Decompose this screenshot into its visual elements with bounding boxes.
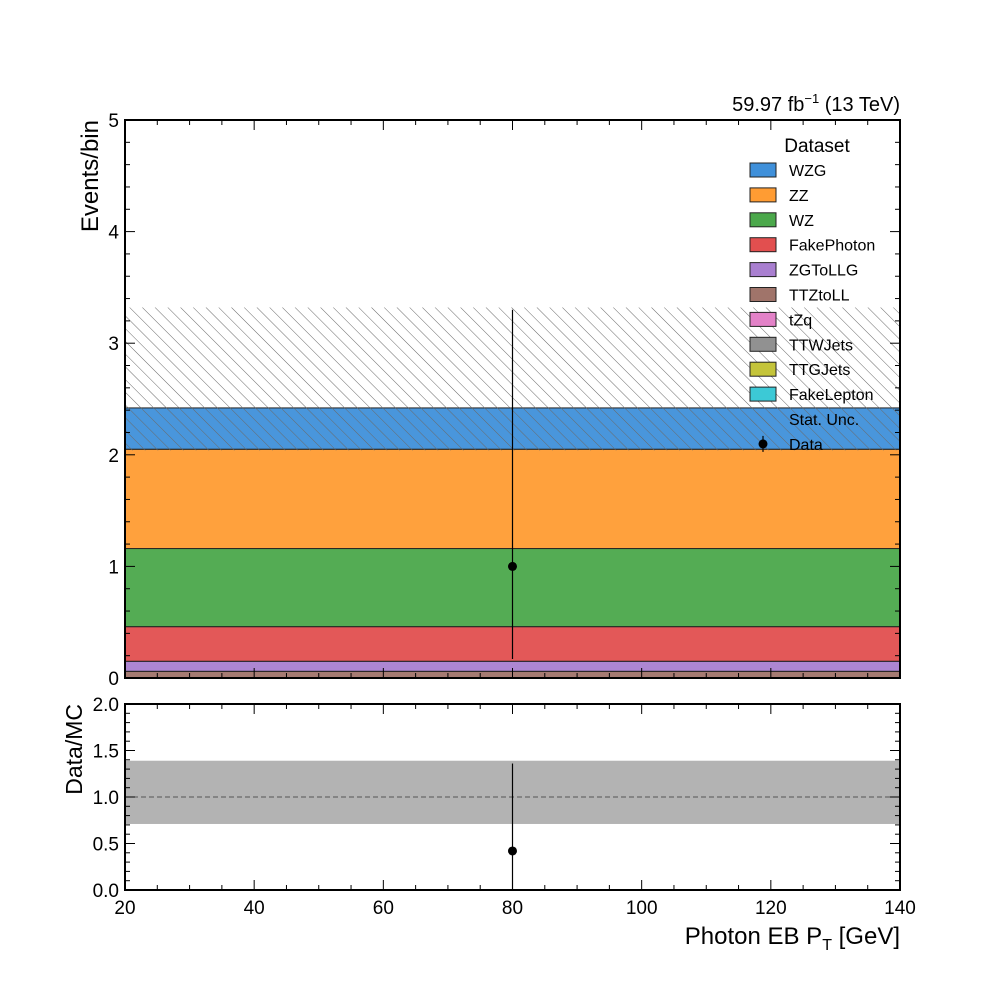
legend-label: TTWJets <box>789 337 853 354</box>
y-tick-label: 3 <box>108 334 119 355</box>
legend-swatch-zgtollg <box>749 262 777 278</box>
legend-label: WZG <box>789 163 826 180</box>
legend-swatch-ttztoll <box>749 287 777 302</box>
main-frame <box>124 119 901 679</box>
ratio-y-tick-label: 1.0 <box>93 788 119 809</box>
x-tick-label: 20 <box>114 898 135 919</box>
ratio-frame <box>124 703 901 891</box>
ratio-panel: 0.0 0.5 1.0 1.5 2.0 20 40 60 80 100 120 140 Data/M… <box>61 695 916 954</box>
legend-label: WZ <box>789 213 814 230</box>
legend-label: FakePhoton <box>789 238 875 255</box>
ratio-y-axis-label: Data/MC <box>61 704 87 795</box>
legend-label: ZGToLLG <box>789 263 858 280</box>
ratio-y-tick-label: 0.0 <box>93 881 119 902</box>
x-tick-labels: 20 40 60 80 100 120 140 <box>114 898 915 919</box>
legend-label: TTZtoLL <box>789 288 850 305</box>
x-tick-label: 80 <box>502 898 523 919</box>
legend-data-marker <box>758 439 768 449</box>
legend-label: Stat. Unc. <box>789 412 859 429</box>
ratio-data-layer <box>508 763 517 890</box>
y-tick-label: 4 <box>108 223 119 244</box>
legend-label: Data <box>789 437 823 454</box>
legend: Dataset WZG ZZ WZ FakePhoton ZGToLLG TTZtoLL t… <box>749 136 875 454</box>
y-tick-label: 2 <box>108 446 119 467</box>
ratio-ytick-labels: 0.0 0.5 1.0 1.5 2.0 <box>93 695 119 902</box>
main-ytick-labels: 0 1 2 3 4 5 <box>108 111 119 690</box>
data-layer <box>508 309 517 660</box>
x-tick-label: 100 <box>626 898 658 919</box>
legend-label: tZq <box>789 312 812 329</box>
x-axis-label: Photon EB PT [GeV] <box>685 923 900 954</box>
ratio-point <box>508 846 517 856</box>
ratio-y-tick-label: 0.5 <box>93 835 119 856</box>
legend-label: FakeLepton <box>789 387 874 404</box>
legend-title: Dataset <box>784 136 850 157</box>
ratio-y-tick-label: 2.0 <box>93 695 119 716</box>
y-axis-label: Events/bin <box>77 120 104 232</box>
legend-swatch-wzg <box>749 162 777 178</box>
x-tick-label: 40 <box>244 898 265 919</box>
x-tick-label: 60 <box>373 898 394 919</box>
legend-swatch-tzq <box>749 311 777 327</box>
legend-swatch-wz <box>749 212 777 228</box>
legend-swatch-stat-unc <box>750 412 776 426</box>
y-tick-label: 5 <box>108 111 119 132</box>
x-tick-label: 120 <box>755 898 787 919</box>
legend-swatch-zz <box>749 187 777 203</box>
lumi-label: 59.97 fb−1 (13 TeV) <box>732 91 900 116</box>
legend-swatch-ttgjets <box>749 361 777 377</box>
legend-label: ZZ <box>789 188 809 205</box>
legend-label: TTGJets <box>789 362 850 379</box>
legend-swatch-ttwjets <box>749 336 777 352</box>
y-tick-label: 1 <box>108 557 119 578</box>
ratio-y-tick-label: 1.5 <box>93 742 119 763</box>
y-tick-label: 0 <box>108 669 119 690</box>
data-point <box>508 561 517 571</box>
legend-swatch-fakephoton <box>749 237 777 253</box>
x-tick-label: 140 <box>884 898 916 919</box>
main-panel: 0 1 2 3 4 5 Events/bin 59.97 fb−1 (13 TeV) Da… <box>77 91 901 690</box>
legend-swatch-fakelepton <box>749 386 777 402</box>
